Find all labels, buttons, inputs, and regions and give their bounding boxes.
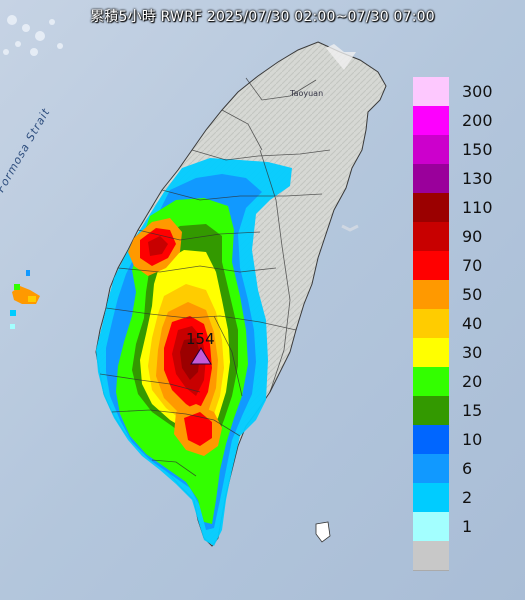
legend-label: 20 (462, 372, 483, 391)
legend-label: 1 (462, 517, 473, 536)
legend-label: 50 (462, 285, 483, 304)
legend-label: 40 (462, 314, 483, 333)
city-label: Taoyuan (290, 89, 324, 98)
county-boundaries (99, 77, 331, 477)
legend-swatch (413, 309, 449, 339)
legend-label: 30 (462, 343, 483, 362)
legend-label: 200 (462, 111, 493, 130)
legend-swatch (413, 280, 449, 310)
legend-label: 70 (462, 256, 483, 275)
legend-swatch (413, 251, 449, 281)
legend-label: 110 (462, 198, 493, 217)
rain-area-darkest-red (180, 338, 200, 380)
legend-label: 15 (462, 401, 483, 420)
rainfall-legend: 300 200 150 130 110 90 70 50 40 30 20 15 10 6 2 1 (413, 77, 523, 571)
legend-label: 90 (462, 227, 483, 246)
rain-area-nw-darkred (148, 236, 168, 256)
legend-label: 6 (462, 459, 473, 478)
legend-swatch (413, 106, 449, 136)
legend-swatch (413, 483, 449, 513)
legend-label: 150 (462, 140, 493, 159)
legend-swatch (413, 135, 449, 165)
legend-swatch (413, 396, 449, 426)
legend-swatch (413, 338, 449, 368)
legend-swatch (413, 512, 449, 542)
legend-swatch (413, 367, 449, 397)
max-rainfall-value: 154 (186, 330, 215, 348)
legend-swatch (413, 425, 449, 455)
legend-swatch (413, 193, 449, 223)
legend-label: 2 (462, 488, 473, 507)
legend-label: 130 (462, 169, 493, 188)
legend-swatch (413, 164, 449, 194)
cloud-specks (3, 15, 63, 56)
legend-swatch (413, 222, 449, 252)
rain-area-south-red (184, 412, 212, 446)
map-title: 累積5小時 RWRF 2025/07/30 02:00~07/30 07:00 (90, 9, 435, 25)
offshore-islands (10, 44, 359, 543)
legend-label: 300 (462, 82, 493, 101)
legend-swatch (413, 541, 449, 571)
legend-swatch (413, 454, 449, 484)
legend-label: 10 (462, 430, 483, 449)
legend-swatch (413, 77, 449, 107)
triangle-marker-icon (190, 347, 212, 365)
